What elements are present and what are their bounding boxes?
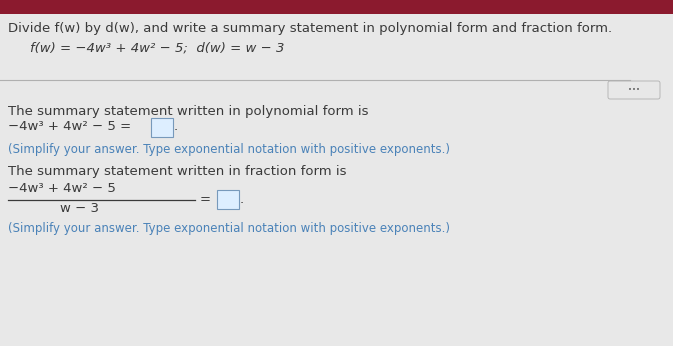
Text: Divide f(w) by d(w), and write a summary statement in polynomial form and fracti: Divide f(w) by d(w), and write a summary…	[8, 22, 612, 35]
Text: f(w) = −4w³ + 4w² − 5;  d(w) = w − 3: f(w) = −4w³ + 4w² − 5; d(w) = w − 3	[30, 42, 285, 55]
Text: .: .	[174, 120, 178, 133]
Text: The summary statement written in fraction form is: The summary statement written in fractio…	[8, 165, 347, 178]
FancyBboxPatch shape	[608, 81, 660, 99]
Text: −4w³ + 4w² − 5: −4w³ + 4w² − 5	[8, 182, 116, 195]
Text: w − 3: w − 3	[60, 202, 99, 215]
Text: −4w³ + 4w² − 5 =: −4w³ + 4w² − 5 =	[8, 120, 131, 133]
Text: =: =	[200, 193, 211, 206]
FancyBboxPatch shape	[151, 118, 173, 137]
Text: .: .	[240, 193, 244, 206]
Text: (Simplify your answer. Type exponential notation with positive exponents.): (Simplify your answer. Type exponential …	[8, 143, 450, 156]
FancyBboxPatch shape	[217, 190, 239, 209]
Bar	[0, 0, 673, 14]
Text: (Simplify your answer. Type exponential notation with positive exponents.): (Simplify your answer. Type exponential …	[8, 222, 450, 235]
Text: The summary statement written in polynomial form is: The summary statement written in polynom…	[8, 105, 369, 118]
Text: •••: •••	[628, 87, 640, 93]
